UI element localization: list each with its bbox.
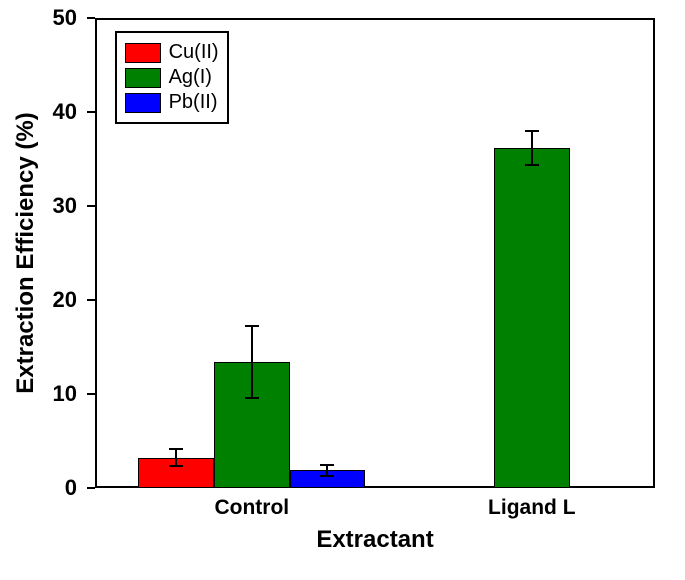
extraction-efficiency-chart: 01020304050Extraction Efficiency (%)Cont… [0, 0, 685, 580]
y-tick-mark [87, 393, 95, 395]
y-tick-mark [87, 111, 95, 113]
bar-agi [494, 148, 570, 488]
error-bar-cap [320, 475, 334, 477]
y-axis-label: Extraction Efficiency (%) [12, 112, 40, 393]
x-axis-label: Extractant [316, 526, 433, 554]
error-bar-cap [169, 465, 183, 467]
error-bar-line [251, 326, 253, 397]
legend-label: Pb(II) [169, 91, 218, 114]
y-tick-mark [87, 487, 95, 489]
error-bar-cap [169, 448, 183, 450]
error-bar-cap [245, 325, 259, 327]
y-tick-mark [87, 299, 95, 301]
x-tick-label: Ligand L [488, 496, 576, 520]
error-bar-cap [525, 130, 539, 132]
legend-item: Ag(I) [125, 66, 219, 89]
legend-label: Ag(I) [169, 66, 212, 89]
y-tick-label: 0 [0, 475, 77, 501]
y-tick-label: 50 [0, 5, 77, 31]
error-bar-cap [525, 164, 539, 166]
legend-swatch [125, 93, 161, 113]
error-bar-cap [320, 464, 334, 466]
y-tick-mark [87, 17, 95, 19]
legend-item: Pb(II) [125, 91, 219, 114]
legend: Cu(II)Ag(I)Pb(II) [115, 31, 229, 124]
legend-swatch [125, 68, 161, 88]
legend-item: Cu(II) [125, 41, 219, 64]
error-bar-line [531, 131, 533, 165]
x-tick-label: Control [214, 496, 289, 520]
legend-swatch [125, 43, 161, 63]
error-bar-line [175, 449, 177, 466]
y-tick-mark [87, 205, 95, 207]
error-bar-cap [245, 397, 259, 399]
legend-label: Cu(II) [169, 41, 219, 64]
